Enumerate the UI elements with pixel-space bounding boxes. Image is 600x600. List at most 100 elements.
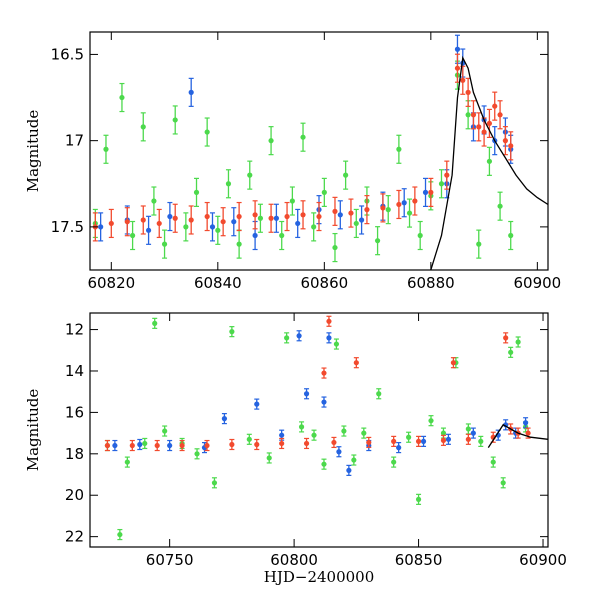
- bottom-data-layer: [104, 315, 548, 541]
- data-point: [284, 335, 290, 341]
- y-tick-label: 17.5: [51, 218, 84, 236]
- data-point: [321, 370, 327, 376]
- data-point: [266, 455, 272, 461]
- data-point: [137, 441, 143, 448]
- data-point: [465, 89, 471, 95]
- data-point: [515, 339, 521, 345]
- data-point: [366, 439, 372, 446]
- data-point: [273, 215, 279, 221]
- data-point: [119, 94, 125, 101]
- data-point: [385, 207, 391, 213]
- data-point: [412, 198, 418, 204]
- y-tick-label: 16: [65, 403, 84, 421]
- y-tick-label: 18: [65, 445, 84, 463]
- data-point: [476, 241, 482, 247]
- data-point: [321, 399, 327, 405]
- data-point: [438, 181, 445, 187]
- data-point: [124, 459, 130, 465]
- bottom-x-axis-label: HJD−2400000: [264, 568, 375, 586]
- data-point: [140, 124, 146, 130]
- data-point: [252, 232, 258, 239]
- data-point: [351, 457, 357, 463]
- data-point: [396, 445, 402, 451]
- data-point: [326, 335, 332, 341]
- data-point: [104, 442, 111, 449]
- data-point: [337, 212, 343, 218]
- data-point: [391, 459, 397, 465]
- data-point: [502, 138, 508, 144]
- x-tick-label: 60900: [513, 274, 561, 292]
- data-point: [444, 172, 450, 178]
- data-point: [117, 531, 123, 538]
- data-point: [172, 117, 178, 123]
- data-point: [161, 241, 168, 247]
- data-point: [465, 426, 471, 432]
- data-point: [215, 227, 221, 233]
- data-point: [445, 436, 452, 442]
- data-point: [209, 224, 216, 230]
- data-point: [341, 428, 347, 434]
- y-tick-label: 17: [65, 132, 84, 150]
- top-panel: 60820 60840 60860 60880 60900 16.5 17 17.5 Magn…: [24, 31, 561, 292]
- data-point: [236, 213, 242, 220]
- data-point: [428, 418, 434, 424]
- data-point: [348, 210, 354, 216]
- data-point: [167, 213, 173, 220]
- data-point: [465, 112, 471, 118]
- data-point: [476, 124, 482, 130]
- data-point: [465, 436, 471, 442]
- data-point: [279, 440, 285, 447]
- data-point: [108, 220, 114, 227]
- data-point: [478, 438, 484, 444]
- data-point: [303, 440, 310, 447]
- top-y-axis-label: Magnitude: [24, 110, 42, 193]
- data-point: [331, 439, 337, 446]
- data-point: [428, 189, 434, 195]
- data-point: [298, 424, 305, 430]
- bottom-panel-frame: [89, 312, 549, 548]
- data-point: [420, 438, 427, 444]
- data-point: [204, 129, 210, 135]
- data-point: [361, 430, 367, 436]
- data-point: [450, 360, 457, 366]
- data-point: [346, 467, 352, 473]
- data-point: [316, 213, 322, 220]
- x-tick-label: 60850: [395, 551, 443, 569]
- data-point: [162, 428, 168, 434]
- data-point: [311, 432, 317, 438]
- data-point: [167, 442, 173, 449]
- data-point: [440, 437, 447, 443]
- data-point: [152, 320, 158, 326]
- data-point: [508, 349, 514, 355]
- x-tick-label: 60800: [270, 551, 318, 569]
- data-point: [220, 219, 226, 225]
- data-point: [300, 212, 306, 218]
- data-point: [406, 434, 412, 440]
- data-point: [303, 391, 310, 397]
- data-point: [179, 442, 185, 449]
- data-point: [508, 143, 514, 149]
- data-point: [353, 220, 359, 227]
- y-tick-label: 20: [65, 486, 84, 504]
- x-tick-label: 60840: [194, 274, 242, 292]
- data-point: [295, 220, 301, 227]
- data-point: [333, 341, 340, 347]
- data-point: [415, 438, 422, 444]
- data-point: [140, 217, 146, 223]
- data-point: [454, 65, 461, 71]
- bottom-panel: 60750 60800 60850 60900 12 14 16 18 20 22 Magnitu…: [24, 312, 567, 586]
- x-tick-label: 60820: [87, 274, 135, 292]
- data-point: [289, 198, 295, 204]
- data-point: [225, 181, 232, 187]
- data-point: [321, 461, 327, 467]
- data-point: [211, 480, 218, 486]
- data-point: [129, 442, 135, 449]
- data-point: [221, 416, 228, 422]
- data-point: [380, 205, 386, 211]
- data-point: [247, 172, 253, 178]
- data-point: [490, 459, 496, 465]
- bottom-y-axis-label: Magnitude: [24, 389, 42, 472]
- data-point: [374, 238, 381, 244]
- data-point: [172, 215, 178, 221]
